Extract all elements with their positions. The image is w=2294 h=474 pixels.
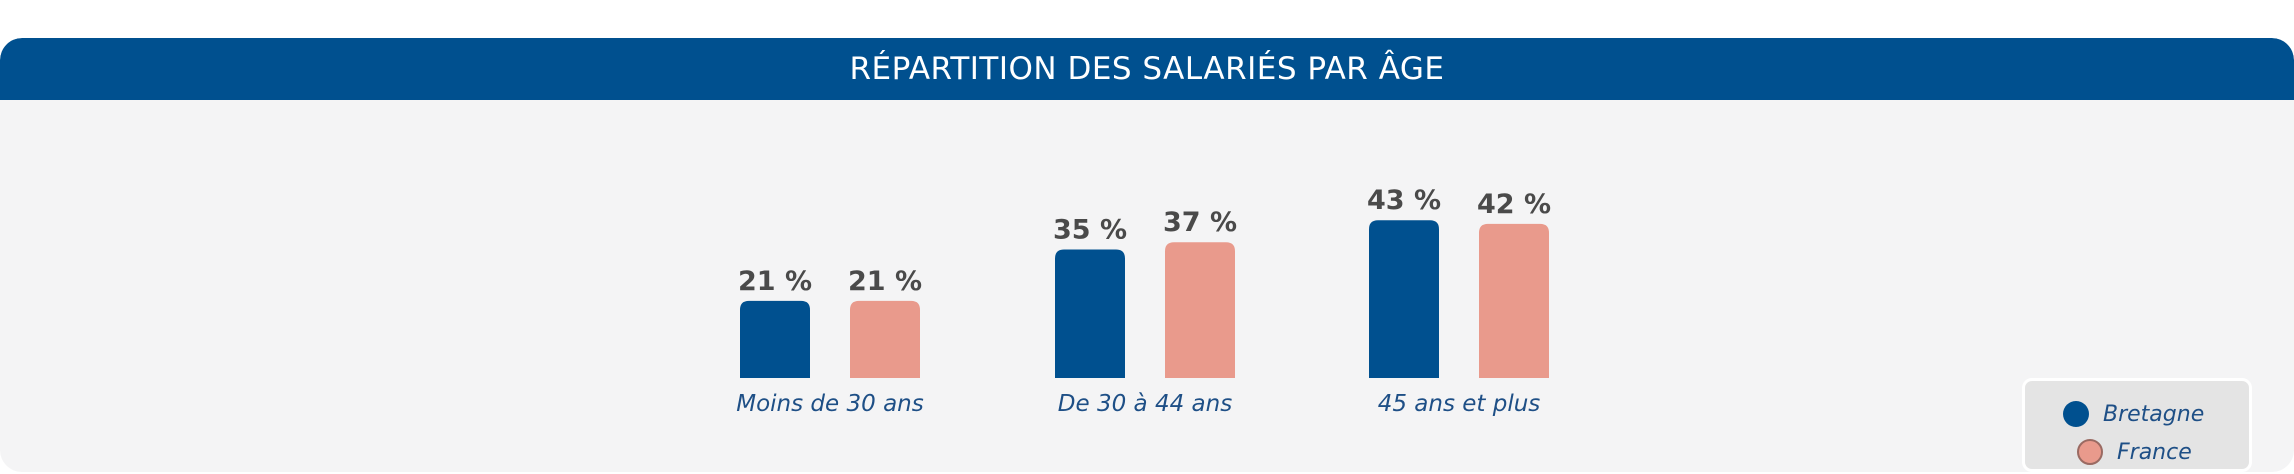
category-label-1: De 30 à 44 ans (1058, 391, 1232, 417)
bar-france-1 (1165, 242, 1235, 378)
category-label-2: 45 ans et plus (1378, 391, 1541, 417)
legend-item-france: France (2077, 439, 2192, 465)
bar-bretagne-1 (1055, 249, 1125, 378)
value-label-bretagne-0: 21 % (738, 266, 812, 297)
legend-label-bretagne: Bretagne (2103, 401, 2205, 427)
bar-bretagne-2 (1369, 220, 1439, 378)
value-label-bretagne-1: 35 % (1053, 215, 1127, 246)
legend: Bretagne France (2022, 378, 2252, 472)
chart-header: RÉPARTITION DES SALARIÉS PAR ÂGE (0, 38, 2294, 100)
bar-france-2 (1479, 223, 1549, 378)
bar-chart: 21 % 21 % Moins de 30 ans 35 % 37 % De 30 à 4… (736, 185, 1551, 417)
legend-swatch-france (2077, 439, 2103, 465)
legend-item-bretagne: Bretagne (2063, 401, 2204, 427)
value-label-france-1: 37 % (1163, 207, 1237, 238)
legend-label-france: France (2117, 439, 2192, 465)
legend-swatch-bretagne (2063, 401, 2089, 427)
bar-france-0 (850, 300, 920, 378)
chart-title: RÉPARTITION DES SALARIÉS PAR ÂGE (849, 51, 1445, 87)
value-label-france-2: 42 % (1477, 189, 1551, 220)
chart-card: RÉPARTITION DES SALARIÉS PAR ÂGE 21 % 21 … (0, 38, 2294, 472)
bar-bretagne-0 (740, 300, 810, 378)
category-label-0: Moins de 30 ans (736, 391, 923, 417)
value-label-france-0: 21 % (848, 266, 922, 297)
value-label-bretagne-2: 43 % (1367, 185, 1441, 216)
